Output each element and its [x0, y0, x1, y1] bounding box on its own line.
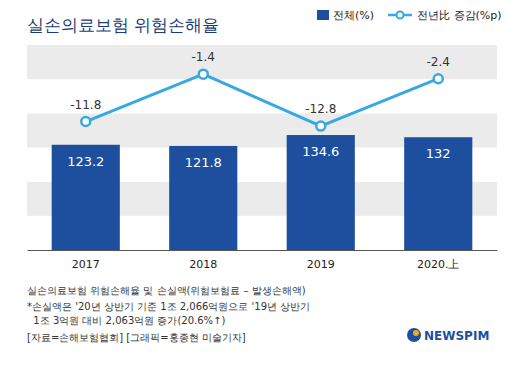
axis-line — [28, 250, 498, 251]
legend-item: 전년比 증감(%p) — [388, 9, 502, 22]
notes: 실손의료보험 위험손해율 및 손실액(위험보험료 – 발생손해액) *손실액은 '… — [27, 285, 310, 343]
bar-label: 132 — [426, 146, 451, 161]
x-tick: 2019 — [307, 250, 335, 271]
legend-label: 전체(%) — [333, 9, 374, 22]
grid-band — [27, 45, 497, 79]
note: 1조 3억원 대비 2,063억원 증가(20.6%↑) — [27, 315, 225, 326]
marker — [81, 117, 90, 126]
title: 실손의료보험 위험손해율 — [27, 15, 219, 35]
logo: NEWSPIM — [407, 328, 489, 343]
line-label: -1.4 — [192, 50, 215, 64]
note: *손실액은 '20년 상반기 기준 1조 2,066억원으로 '19년 상반기 — [27, 301, 310, 312]
x-tick: 2018 — [189, 250, 217, 271]
x-tick: 2020.上 — [417, 250, 460, 271]
marker — [199, 70, 208, 79]
note: 실손의료보험 위험손해율 및 손실액(위험보험료 – 발생손해액) — [27, 285, 306, 296]
x-axis: 2017 2018 2019 2020.上 — [28, 250, 498, 271]
x-tick-label: 2020.上 — [417, 258, 460, 271]
line-label: -2.4 — [427, 55, 450, 69]
legend-marker — [397, 12, 404, 19]
legend: 전체(%) 전년比 증감(%p) — [317, 9, 502, 22]
line-label: -12.8 — [305, 102, 336, 116]
logo-icon-dot — [413, 330, 419, 336]
logo-icon — [407, 328, 421, 342]
x-tick-label: 2018 — [189, 258, 217, 271]
line-label: -11.8 — [70, 98, 101, 112]
marker — [316, 122, 325, 131]
legend-swatch — [317, 10, 329, 20]
bar-label: 121.8 — [185, 155, 222, 170]
bar-label: 134.6 — [302, 144, 339, 159]
grid — [27, 45, 497, 250]
data-labels: 123.2 121.8 134.6 132 -11.8 -1.4 -12.8 -2.4 — [67, 50, 451, 170]
note: [자료=손해보험협회] [그래픽=홍종현 미술기자] — [27, 332, 246, 343]
logo-text: NEWSPIM — [424, 329, 489, 343]
x-tick: 2017 — [72, 250, 100, 271]
x-tick-label: 2019 — [307, 258, 335, 271]
x-tick-label: 2017 — [72, 258, 100, 271]
marker — [434, 74, 443, 83]
chart: 실손의료보험 위험손해율 123.2 121.8 134.6 132 -11.8 -1.4 -… — [0, 0, 507, 366]
bar — [287, 135, 355, 250]
bar-label: 123.2 — [67, 154, 104, 169]
legend-item: 전체(%) — [317, 9, 374, 22]
marks — [52, 70, 473, 250]
bar — [404, 137, 472, 250]
line — [86, 74, 439, 126]
bar — [169, 146, 237, 250]
legend-label: 전년比 증감(%p) — [417, 9, 502, 22]
bar — [52, 145, 120, 250]
